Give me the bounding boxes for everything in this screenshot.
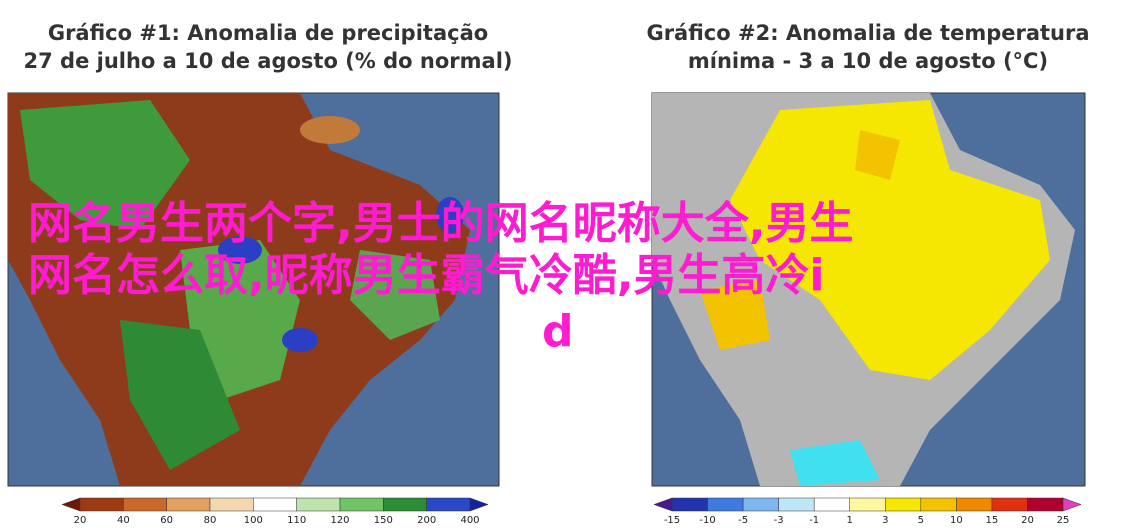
colorbar-tick-label: 200 xyxy=(417,515,436,526)
colorbar-tick-label: 400 xyxy=(460,515,479,526)
colorbar-segment xyxy=(123,497,167,512)
colorbar-tick-label: -5 xyxy=(738,515,748,526)
colorbar-segment xyxy=(707,497,744,512)
colorbar-tick-label: 100 xyxy=(244,515,263,526)
overlay-text: 网名男生两个字,男士的网名昵称大全,男生 xyxy=(28,198,853,249)
map-right xyxy=(651,92,1086,487)
colorbar-tick-label: 3 xyxy=(882,515,888,526)
colorbar-segment xyxy=(671,497,708,512)
colorbar-segment xyxy=(849,497,886,512)
colorbar-segment xyxy=(339,497,384,512)
map-title: Gráfico #1: Anomalia de precipitação xyxy=(48,21,488,45)
colorbar-segment xyxy=(166,497,211,512)
colorbar-segment xyxy=(1027,497,1064,512)
colorbar-segment xyxy=(885,497,922,512)
colorbar-segment xyxy=(991,497,1028,512)
colorbar-tick-label: 20 xyxy=(1021,515,1034,526)
colorbar-segment xyxy=(79,497,124,512)
colorbar-segment xyxy=(383,497,427,512)
colorbar-tick-label: -15 xyxy=(664,515,680,526)
colorbar-segment xyxy=(920,497,957,512)
map-title: Gráfico #2: Anomalia de temperatura xyxy=(646,21,1089,45)
colorbar-tick-label: 40 xyxy=(117,515,130,526)
colorbar-tick-label: 15 xyxy=(986,515,999,526)
colorbar-segment xyxy=(742,497,779,512)
map-title: 27 de julho a 10 de agosto (% do normal) xyxy=(24,49,513,73)
colorbar-tick-label: -10 xyxy=(699,515,715,526)
colorbar-segment xyxy=(296,497,341,512)
map-title: mínima - 3 a 10 de agosto (°C) xyxy=(688,49,1048,73)
colorbar-tick-label: 150 xyxy=(374,515,393,526)
colorbar-tick-label: 80 xyxy=(204,515,217,526)
colorbar-tick-label: 60 xyxy=(160,515,173,526)
colorbar-segment xyxy=(253,497,297,512)
colorbar-segment xyxy=(956,497,993,512)
colorbar-tick-label: 1 xyxy=(847,515,853,526)
colorbar-tick-label: -3 xyxy=(774,515,784,526)
colorbar-segment xyxy=(426,497,471,512)
colorbar-end xyxy=(469,497,489,512)
overlay-text: d xyxy=(542,306,574,357)
colorbar-tick-label: 120 xyxy=(330,515,349,526)
colorbar-tick-label: 25 xyxy=(1057,515,1070,526)
map-left xyxy=(7,92,500,487)
colorbar-end xyxy=(1062,497,1082,512)
colorbar-tick-label: 10 xyxy=(950,515,963,526)
colorbar-tick-label: -1 xyxy=(809,515,819,526)
colorbar-end xyxy=(61,497,81,512)
colorbar-tick-label: 20 xyxy=(74,515,87,526)
colorbar-tick-label: 110 xyxy=(287,515,306,526)
colorbar-end xyxy=(653,497,673,512)
colorbar-segment xyxy=(209,497,254,512)
colorbar-segment xyxy=(778,497,815,512)
colorbar-tick-label: 5 xyxy=(918,515,924,526)
colorbar-segment xyxy=(813,497,850,512)
overlay-text: 网名怎么取,昵称男生霸气冷酷,男生高冷i xyxy=(28,250,825,301)
